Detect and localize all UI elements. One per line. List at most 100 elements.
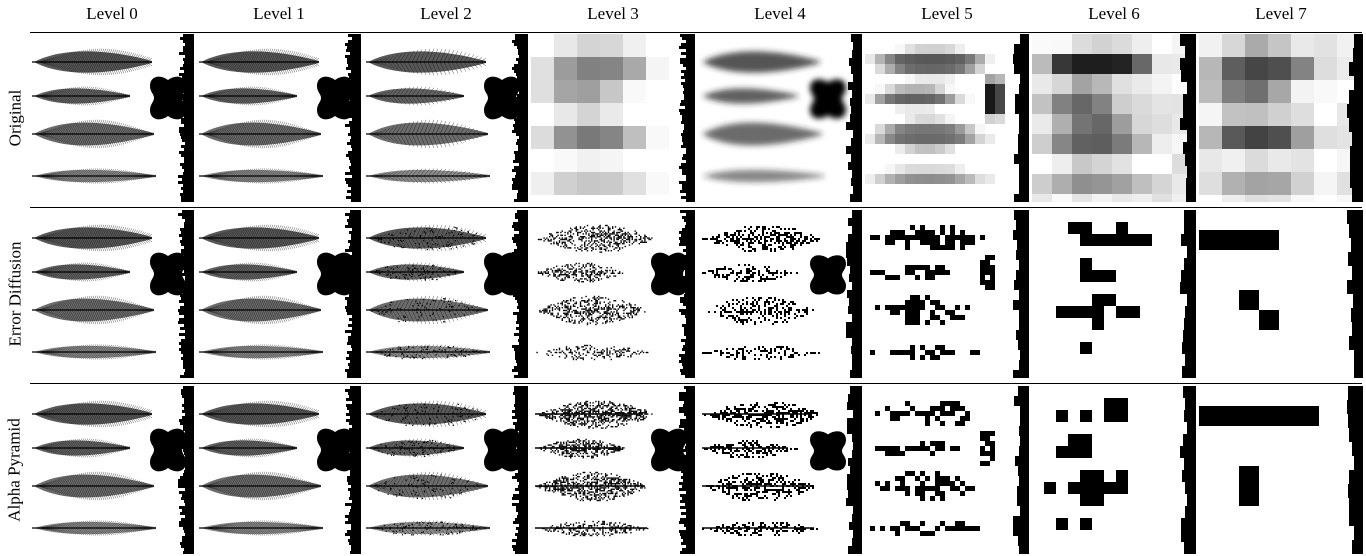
cell-image [536,210,695,378]
feather-1 [702,51,820,73]
jagged-edge [846,34,862,202]
feather-3 [535,471,646,502]
jagged-edge [1180,34,1196,202]
blob-shape [484,428,520,472]
blob-shape [150,428,186,472]
cell-image [535,386,695,554]
jagged-edge [512,386,528,554]
feather-2 [702,440,798,458]
jagged-edge [345,210,361,378]
jagged-edge [345,34,361,202]
jagged-edge [679,386,695,554]
pixel-blocks [865,44,1005,184]
cell-image [1199,210,1363,378]
jagged-edge [1013,34,1029,202]
jagged-edge [178,34,194,202]
pixel-blocks [870,225,995,360]
blob-shape [810,79,846,119]
cell-alpha-pyramid-level-3 [531,386,695,554]
cell-image [702,210,862,378]
cell-alpha-pyramid-level-7 [1199,386,1363,554]
blob-shape [317,428,353,472]
cell-original-level-4 [698,34,862,202]
blob-shape [484,252,520,296]
cell-alpha-pyramid-level-4 [698,386,862,554]
cell-error-diffusion-level-2 [364,210,528,378]
jagged-edge [1013,386,1029,554]
jagged-edge [846,210,862,378]
cell-error-diffusion-level-3 [531,210,695,378]
jagged-edge [512,34,528,202]
jagged-edge [1180,210,1196,378]
cell-error-diffusion-level-1 [197,210,361,378]
feather-4 [535,520,649,537]
column-header-level-3: Level 3 [587,4,639,23]
cell-image [1199,386,1363,554]
jagged-edge [846,386,862,554]
blob-shape [150,252,186,296]
cell-image [366,34,528,202]
cell-error-diffusion-level-7 [1199,210,1363,378]
cell-image [366,386,528,554]
jagged-edge [1180,386,1196,554]
feather-3 [539,295,646,326]
cell-image [199,34,361,202]
jagged-edge [512,210,528,378]
jagged-edge [345,386,361,554]
jagged-edge [178,210,194,378]
feather-3 [708,297,814,325]
cell-image [199,210,361,378]
feather-2 [537,262,624,283]
cell-error-diffusion-level-4 [698,210,862,378]
blob-shape [150,76,186,120]
cell-image [1056,210,1196,378]
cell-image [1199,34,1363,202]
cell-image [531,34,695,202]
column-header-level-0: Level 0 [86,4,138,23]
feather-1 [702,402,818,428]
row-label-text: Error Diffusion [5,241,25,347]
cell-image [702,34,862,202]
cell-image [870,386,1029,554]
row-label-error-diffusion: Error Diffusion [2,210,28,378]
pixel-blocks [1199,230,1279,330]
jagged-edge [1347,386,1363,554]
cell-alpha-pyramid-level-5 [865,386,1029,554]
cell-original-level-5 [865,34,1029,202]
cell-image [702,386,862,554]
column-header-level-2: Level 2 [420,4,472,23]
pixel-blocks [531,34,669,195]
feather-2 [702,88,798,104]
jagged-edge [178,386,194,554]
cell-error-diffusion-level-0 [30,210,194,378]
feather-3 [702,473,814,501]
cell-image [199,386,361,554]
row-label-text: Original [5,89,24,147]
cell-image [366,210,528,378]
cell-alpha-pyramid-level-6 [1032,386,1196,554]
pixel-blocks [1056,222,1152,354]
feather-2 [702,264,798,282]
cell-original-level-3 [531,34,695,202]
cell-error-diffusion-level-5 [865,210,1029,378]
feather-2 [535,438,625,459]
blob-shape [651,252,687,296]
feather-3 [702,122,822,146]
cell-alpha-pyramid-level-0 [30,386,194,554]
cell-original-level-6 [1032,34,1196,202]
cell-image [870,210,1029,378]
feather-1 [537,224,653,253]
jagged-edge [1347,210,1363,378]
pixel-blocks [1199,34,1360,202]
jagged-edge [1013,210,1029,378]
cell-image [32,210,194,378]
cell-image [1044,386,1196,554]
blob-shape [810,255,846,295]
cell-image [1032,34,1196,202]
jagged-edge [679,210,695,378]
jagged-edge [679,34,695,202]
column-header-level-5: Level 5 [921,4,973,23]
row-label-text: Alpha Pyramid [5,418,24,522]
cell-alpha-pyramid-level-1 [197,386,361,554]
cell-original-level-0 [30,34,194,202]
